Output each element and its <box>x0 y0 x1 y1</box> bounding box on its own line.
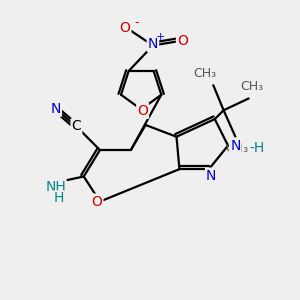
Text: -H: -H <box>249 141 265 155</box>
Text: CH₃: CH₃ <box>225 142 248 155</box>
Text: N: N <box>206 169 216 183</box>
Text: O: O <box>92 194 102 208</box>
Text: O: O <box>119 21 130 35</box>
Text: N: N <box>51 102 61 116</box>
Text: CH₃: CH₃ <box>193 67 216 80</box>
Text: N: N <box>148 37 158 51</box>
Text: N: N <box>230 139 241 153</box>
Text: NH: NH <box>45 180 66 194</box>
Text: O: O <box>137 104 148 118</box>
Text: CH₃: CH₃ <box>240 80 263 93</box>
Text: O: O <box>177 34 188 48</box>
Text: C: C <box>71 119 81 134</box>
Text: H: H <box>53 191 64 205</box>
Text: +: + <box>156 32 165 42</box>
Text: -: - <box>134 16 139 29</box>
